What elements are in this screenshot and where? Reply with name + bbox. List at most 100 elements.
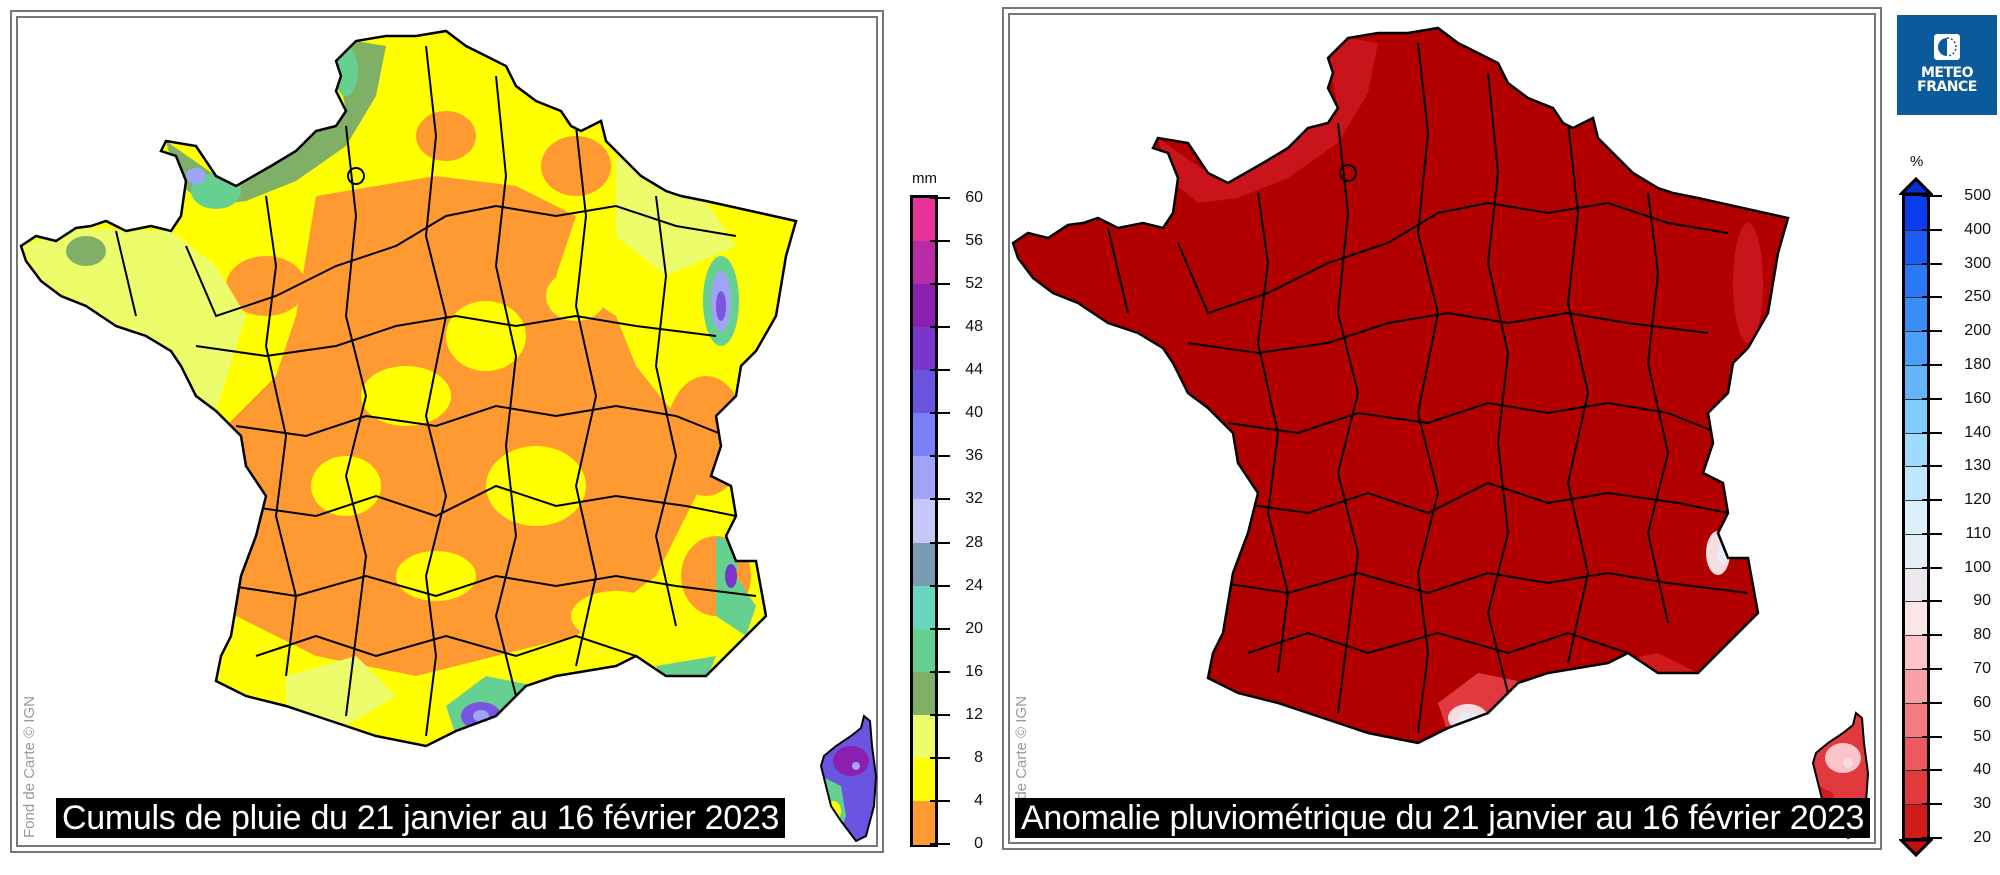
legend-tick-label: 60 [1973,693,1991,711]
legend-tick [930,369,950,372]
legend-tick-label: 300 [1964,254,1991,272]
legend-tick-label: 130 [1964,457,1991,475]
legend-tick [930,240,950,243]
legend-tick-label: 40 [965,404,983,422]
legend-tick [1922,228,1942,231]
legend-band [1905,770,1927,805]
legend-tick [930,584,950,587]
legend-band [1905,331,1927,366]
legend-tick-label: 180 [1964,355,1991,373]
legend-tick [930,799,950,802]
legend-band [1905,669,1927,704]
legend-tick-label: 8 [974,748,983,766]
legend-band [913,671,935,716]
legend-band [913,284,935,329]
france-map-anomalie [1011,26,1870,840]
legend-band [1905,702,1927,737]
map-credit-cumuls: Fond de Carte © IGN [21,696,38,838]
legend-tick-label: 100 [1964,558,1991,576]
legend-tick [930,627,950,630]
legend-tick [1922,363,1942,366]
legend-band [913,413,935,458]
legend-band [1905,533,1927,568]
legend-tick [1922,296,1942,299]
legend-band [913,714,935,759]
legend-band [913,198,935,242]
legend-tick-label: 24 [965,576,983,594]
legend-tick-label: 40 [1973,761,1991,779]
legend-tick-label: 28 [965,533,983,551]
legend-tick [930,455,950,458]
legend-band [1905,601,1927,636]
legend-tick-label: 70 [1973,660,1991,678]
legend-band [913,241,935,286]
legend-band [913,499,935,544]
legend-tick [1922,397,1942,400]
legend-tick [930,283,950,286]
legend-tick [930,843,950,845]
legend-tick-label: 50 [1973,727,1991,745]
legend-unit-percent: % [1910,153,1924,170]
legend-band [1905,567,1927,602]
legend-tick-label: 20 [965,619,983,637]
legend-tick-label: 200 [1964,322,1991,340]
legend-tick-label: 48 [965,318,983,336]
map-title-anomalie: Anomalie pluviométrique du 21 janvier au… [1015,798,1871,838]
legend-tick-label: 20 [1973,829,1991,846]
legend-band [913,327,935,372]
legend-tick-label: 56 [965,232,983,250]
meteo-france-logo: METEO FRANCE [1897,15,1997,115]
meteo-france-emblem-icon [1934,34,1960,60]
legend-band [1905,466,1927,501]
legend-tick-label: 16 [965,662,983,680]
legend-tick [1922,262,1942,265]
legend-band [1905,432,1927,467]
legend-tick-label: 44 [965,361,983,379]
legend-tick [1922,735,1942,738]
legend-tick [1922,566,1942,569]
legend-tick [1922,465,1942,468]
legend-band [1905,635,1927,670]
legend-tick [1922,499,1942,502]
legend-band [913,456,935,501]
legend-tick [1922,668,1942,671]
legend-tick [1922,634,1942,637]
legend-tick [930,412,950,415]
legend-tick [1922,195,1942,197]
legend-tick [930,670,950,673]
legend-band [1905,398,1927,433]
legend-tick [1922,532,1942,535]
legend-tick-label: 36 [965,447,983,465]
legend-tick-label: 400 [1964,220,1991,238]
legend-band [913,628,935,673]
legend-colorbar-anomalie [1902,193,1930,841]
legend-tick [1922,600,1942,603]
logo-line1: METEO [1920,65,1974,81]
legend-tick [930,756,950,759]
legend-tick-label: 30 [1973,795,1991,813]
legend-band [1905,364,1927,399]
map-frame-cumuls-inner [16,16,878,847]
legend-tick-label: 52 [965,275,983,293]
legend-tick-label: 140 [1964,423,1991,441]
legend-band [913,585,935,630]
legend-band [1905,500,1927,535]
legend-tick [930,326,950,329]
legend-tick [1922,769,1942,772]
map-frame-cumuls [10,10,884,853]
legend-band [1905,736,1927,771]
legend-band [1905,297,1927,332]
legend-tick-label: 32 [965,490,983,508]
legend-band [913,757,935,802]
map-frame-anomalie [1002,7,1882,850]
legend-tick [1922,330,1942,333]
legend-tick-label: 60 [965,189,983,206]
legend-under-triangle-icon [1899,839,1933,857]
legend-band [913,800,935,845]
france-map-cumuls [19,29,878,843]
legend-band [1905,263,1927,298]
legend-tick [1922,837,1942,839]
legend-unit-mm: mm [912,170,937,187]
legend-tick-label: 160 [1964,389,1991,407]
legend-tick [1922,803,1942,806]
